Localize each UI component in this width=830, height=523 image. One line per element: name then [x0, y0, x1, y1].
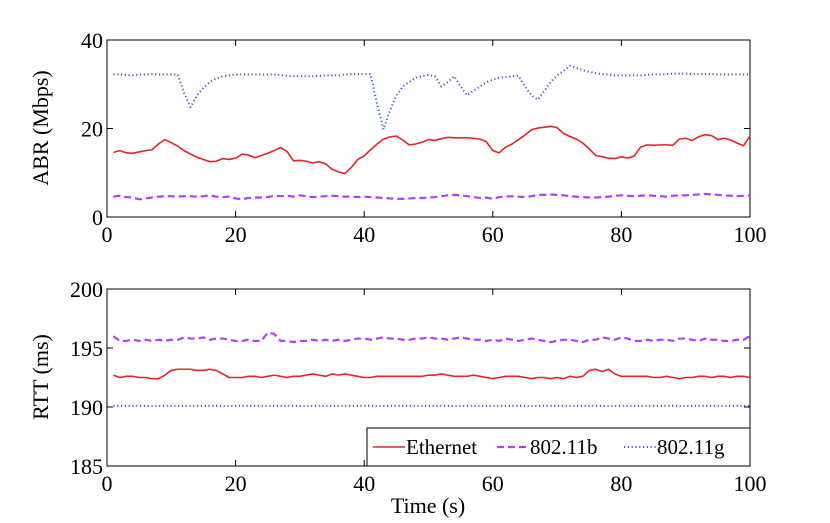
abr-series-802-11g [113, 64, 750, 131]
x-axis-label: Time (s) [391, 493, 465, 518]
abr-x-tick-label: 80 [610, 222, 632, 247]
abr-y-tick-label: 40 [81, 28, 103, 53]
legend-label-802-11g: 802.11g [657, 435, 725, 459]
rtt-x-tick-label: 80 [610, 471, 632, 496]
abr-series-ethernet [113, 125, 751, 175]
rtt-series-group [112, 331, 751, 407]
rtt-y-tick-label: 185 [70, 454, 103, 479]
abr-series-group [113, 64, 751, 201]
abr-y-tick-label: 20 [81, 117, 103, 142]
abr-series-802-11b [113, 192, 751, 201]
rtt-y-tick-label: 190 [70, 395, 103, 420]
rtt-x-tick-label: 40 [353, 471, 375, 496]
rtt-series-802-11b [112, 331, 751, 344]
rtt-y-tick-label: 200 [70, 277, 103, 302]
legend-label-ethernet: Ethernet [406, 435, 477, 459]
abr-x-tick-label: 0 [102, 222, 113, 247]
rtt-panel: 0 20 40 60 80 100 185 190 195 200 RTT (ms) Time (… [28, 277, 767, 518]
rtt-x-tick-label: 60 [482, 471, 504, 496]
rtt-x-tick-label: 20 [225, 471, 247, 496]
abr-x-tick-label: 100 [734, 222, 767, 247]
rtt-x-tick-label: 0 [102, 471, 113, 496]
rtt-y-axis-label: RTT (ms) [28, 334, 53, 420]
abr-y-axis-label: ABR (Mbps) [28, 70, 53, 186]
abr-x-tick-label: 60 [482, 222, 504, 247]
rtt-series-ethernet [113, 368, 751, 380]
abr-x-tick-label: 20 [225, 222, 247, 247]
abr-ticks-group: 0 20 40 60 80 100 0 20 40 [81, 28, 767, 247]
rtt-ticks-group: 0 20 40 60 80 100 185 190 195 200 [70, 277, 767, 496]
abr-y-tick-label: 0 [92, 205, 103, 230]
rtt-x-tick-label: 100 [734, 471, 767, 496]
abr-x-tick-label: 40 [353, 222, 375, 247]
legend-box [366, 427, 751, 467]
abr-panel: 0 20 40 60 80 100 0 20 40 ABR (Mbps) [28, 28, 767, 247]
legend-label-802-11b: 802.11b [530, 435, 597, 459]
abr-plot-frame [106, 39, 751, 218]
legend: Ethernet 802.11b 802.11g [366, 427, 751, 467]
rtt-y-tick-label: 195 [70, 336, 103, 361]
